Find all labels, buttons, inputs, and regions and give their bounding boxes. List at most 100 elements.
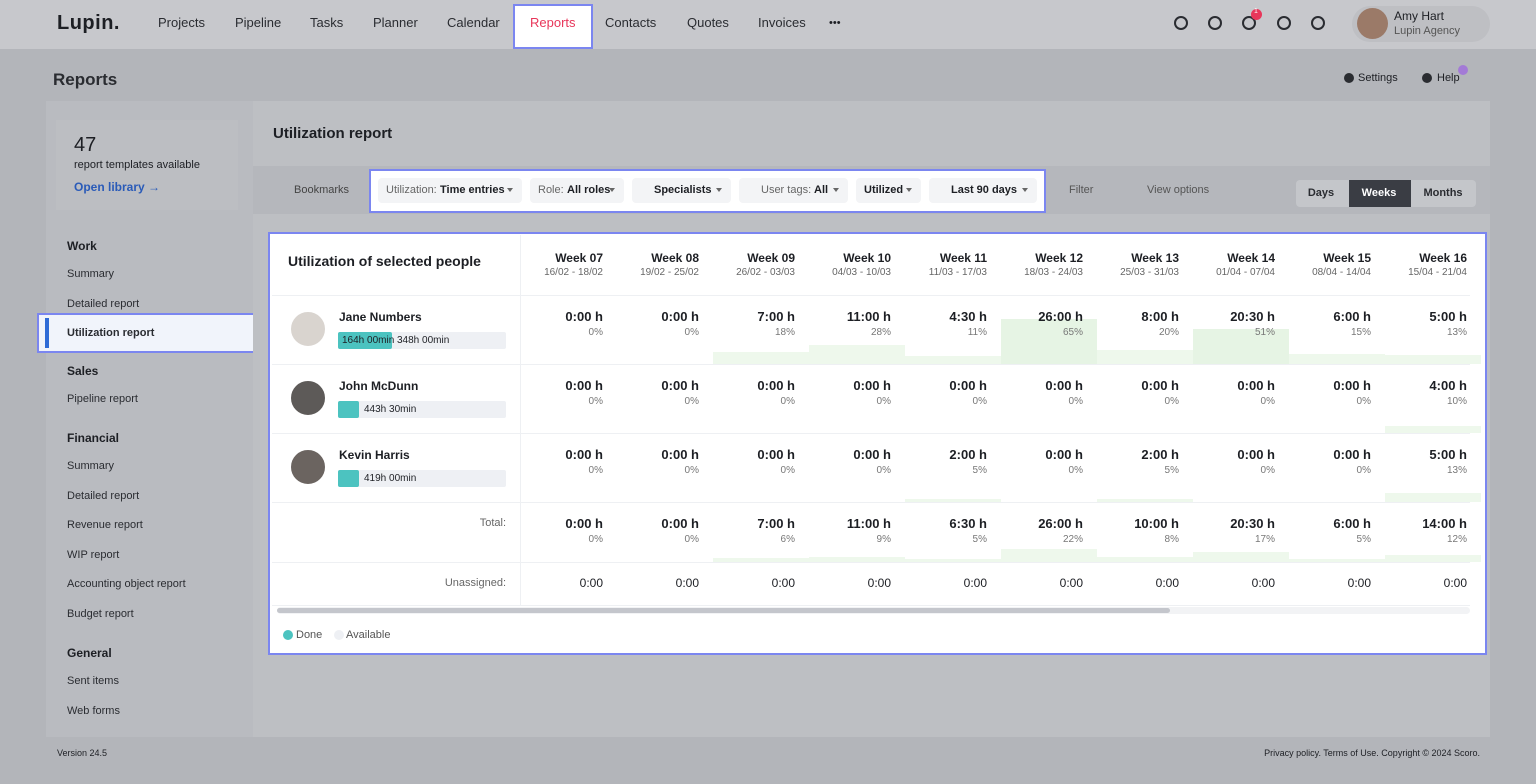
sidebar-item[interactable]: Budget report (67, 606, 134, 622)
week-range: 15/04 - 21/04 (1167, 265, 1467, 281)
bookmarks-button[interactable]: Bookmarks (294, 182, 349, 198)
cell-hours: 4:00 h (1167, 378, 1467, 394)
template-count-label: report templates available (74, 157, 200, 173)
chip-caret (507, 188, 513, 192)
utilization-bar (905, 559, 1001, 562)
nav-item[interactable]: Projects (158, 15, 205, 31)
chip-caret (716, 188, 722, 192)
sidebar-item[interactable]: Detailed report (67, 488, 139, 504)
utilization-bar (809, 557, 905, 562)
week-label: Week 16 (1167, 250, 1467, 266)
report-title: Utilization report (273, 126, 392, 142)
utilization-bar (1097, 499, 1193, 502)
cell-percent: 10% (1167, 394, 1467, 410)
filter-value: Time entries (440, 182, 505, 198)
filter-value: All roles (567, 182, 610, 198)
help-dot (1458, 65, 1468, 75)
utilization-bar (1289, 354, 1385, 364)
cell-percent: 12% (1167, 532, 1467, 548)
sidebar-section: Work (67, 238, 97, 254)
utilization-bar (1097, 557, 1193, 562)
nav-item[interactable]: Planner (373, 15, 418, 31)
unassigned-value: 0:00 (1167, 575, 1467, 591)
legend-item: Done (296, 627, 322, 643)
help-link[interactable]: Help (1437, 70, 1460, 86)
nav-item[interactable]: Reports (530, 15, 576, 31)
utilization-bar (1097, 350, 1193, 364)
utilization-bar (809, 345, 905, 364)
sidebar-item[interactable]: Sent items (67, 673, 119, 689)
nav-item[interactable]: Calendar (447, 15, 500, 31)
utilization-bar (1193, 552, 1289, 562)
scroll-thumb[interactable] (277, 608, 1170, 613)
sidebar-section: Financial (67, 430, 119, 446)
utilization-bar (905, 499, 1001, 502)
column-divider (520, 235, 521, 605)
sidebar-item[interactable]: Detailed report (67, 296, 139, 312)
row-divider (272, 502, 1470, 503)
user-avatar (1357, 8, 1388, 39)
chip-caret (906, 188, 912, 192)
settings-icon (1344, 73, 1354, 83)
library-link[interactable]: Open library → (74, 179, 160, 195)
sidebar-item[interactable]: WIP report (67, 547, 119, 563)
utilization-bar (1385, 493, 1481, 502)
nav-icon[interactable] (1311, 16, 1325, 30)
chip-caret (1022, 188, 1028, 192)
filter-label: Utilization: (386, 182, 437, 198)
nav-item[interactable]: Contacts (605, 15, 656, 31)
chip-caret (609, 188, 615, 192)
sidebar-section: General (67, 645, 112, 661)
legend-dot (334, 630, 344, 640)
nav-icon[interactable] (1208, 16, 1222, 30)
row-divider (272, 295, 1470, 296)
nav-icon[interactable] (1277, 16, 1291, 30)
view-options-button[interactable]: View options (1147, 182, 1209, 198)
active-indicator (45, 318, 49, 348)
utilization-bar (1385, 426, 1481, 433)
cell-hours: 5:00 h (1167, 309, 1467, 325)
cell-percent: 13% (1167, 325, 1467, 341)
sidebar-item[interactable]: Accounting object report (67, 576, 186, 592)
utilization-bar (1289, 559, 1385, 562)
filter-value: Last 90 days (951, 182, 1017, 198)
period-option[interactable]: Months (1343, 185, 1536, 201)
nav-more[interactable]: ••• (829, 15, 841, 31)
utilization-bar (1001, 549, 1097, 562)
sidebar-item[interactable]: Summary (67, 266, 114, 282)
nav-icon[interactable] (1174, 16, 1188, 30)
user-name: Amy Hart (1394, 8, 1444, 24)
filter-value: Utilized (864, 182, 903, 198)
notification-badge: 1 (1156, 6, 1356, 18)
row-divider (272, 562, 1470, 563)
filter-value: Specialists (654, 182, 711, 198)
row-divider (272, 605, 1470, 606)
utilization-bar (713, 558, 809, 562)
help-icon (1422, 73, 1432, 83)
nav-item[interactable]: Quotes (687, 15, 729, 31)
sidebar-item[interactable]: Utilization report (67, 325, 154, 341)
filter-button[interactable]: Filter (1069, 182, 1093, 198)
filter-label: User tags: (761, 182, 811, 198)
utilization-bar (905, 356, 1001, 364)
sidebar-item[interactable]: Summary (67, 458, 114, 474)
legend-dot (283, 630, 293, 640)
logo: Lupin. (57, 15, 120, 31)
nav-item[interactable]: Tasks (310, 15, 343, 31)
nav-item[interactable]: Pipeline (235, 15, 281, 31)
cell-hours: 5:00 h (1167, 447, 1467, 463)
row-divider (272, 364, 1470, 365)
chip-caret (833, 188, 839, 192)
cell-hours: 14:00 h (1167, 516, 1467, 532)
settings-link[interactable]: Settings (1358, 70, 1398, 86)
sidebar-section: Sales (67, 363, 98, 379)
sidebar-item[interactable]: Revenue report (67, 517, 143, 533)
version: Version 24.5 (57, 745, 107, 761)
legal: Privacy policy. Terms of Use. Copyright … (1180, 745, 1480, 761)
sidebar-item[interactable]: Pipeline report (67, 391, 138, 407)
sidebar-item[interactable]: Web forms (67, 703, 120, 719)
cell-percent: 13% (1167, 463, 1467, 479)
utilization-bar (713, 352, 809, 364)
nav-item[interactable]: Invoices (758, 15, 806, 31)
